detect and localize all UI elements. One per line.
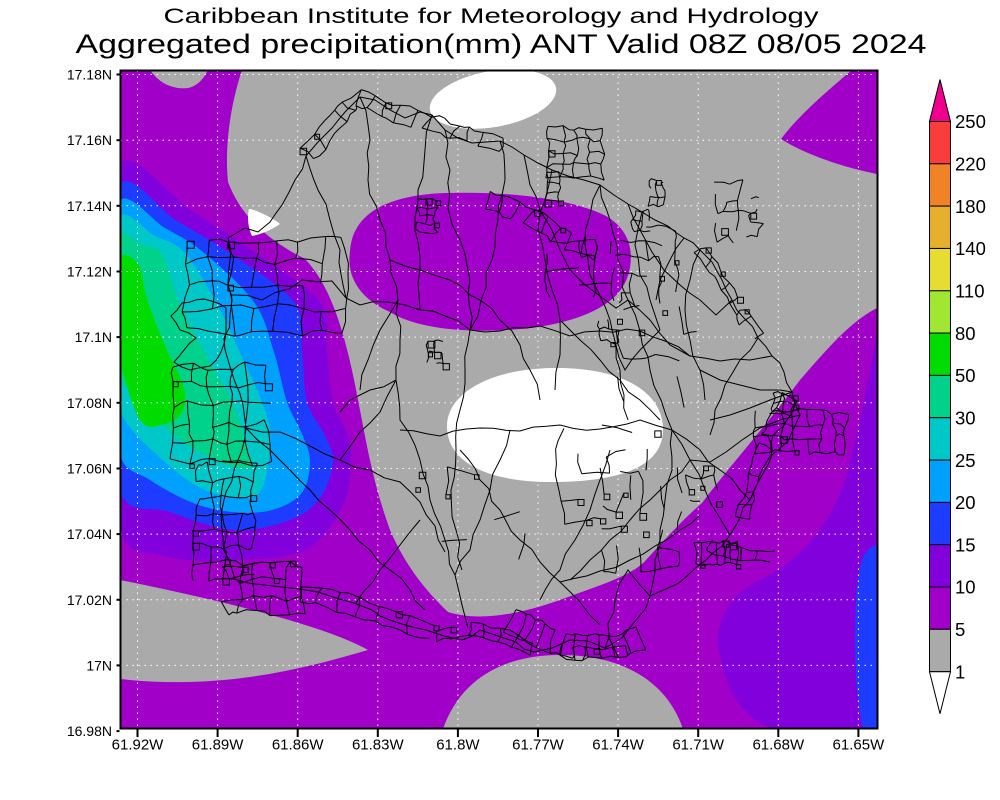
svg-text:15: 15 xyxy=(955,534,976,555)
svg-text:61.74W: 61.74W xyxy=(592,737,645,754)
svg-text:30: 30 xyxy=(955,407,976,428)
svg-text:180: 180 xyxy=(955,196,986,217)
svg-text:61.89W: 61.89W xyxy=(192,737,245,754)
svg-text:17N: 17N xyxy=(86,657,112,673)
svg-text:Caribbean Institute for Meteor: Caribbean Institute for Meteorology and … xyxy=(164,5,820,28)
svg-text:17.18N: 17.18N xyxy=(67,67,112,83)
svg-text:17.04N: 17.04N xyxy=(67,526,112,542)
svg-text:17.08N: 17.08N xyxy=(67,395,112,411)
svg-text:25: 25 xyxy=(955,450,976,471)
svg-text:17.14N: 17.14N xyxy=(67,198,112,214)
svg-text:17.1N: 17.1N xyxy=(75,329,112,345)
svg-text:61.8W: 61.8W xyxy=(436,737,480,754)
svg-text:16.98N: 16.98N xyxy=(67,723,112,739)
svg-text:220: 220 xyxy=(955,154,986,175)
svg-text:17.16N: 17.16N xyxy=(67,132,112,148)
svg-text:140: 140 xyxy=(955,238,986,259)
svg-text:61.65W: 61.65W xyxy=(833,737,886,754)
svg-text:61.68W: 61.68W xyxy=(752,737,805,754)
svg-text:61.92W: 61.92W xyxy=(112,737,165,754)
svg-text:50: 50 xyxy=(955,365,976,386)
svg-text:17.12N: 17.12N xyxy=(67,264,112,280)
svg-text:110: 110 xyxy=(955,281,985,302)
svg-text:61.71W: 61.71W xyxy=(672,737,725,754)
svg-text:61.83W: 61.83W xyxy=(352,737,405,754)
svg-text:80: 80 xyxy=(955,323,976,344)
svg-text:61.86W: 61.86W xyxy=(272,737,325,754)
svg-text:17.06N: 17.06N xyxy=(67,461,112,477)
svg-text:1: 1 xyxy=(955,661,965,682)
svg-text:20: 20 xyxy=(955,492,976,513)
svg-text:17.02N: 17.02N xyxy=(67,592,112,608)
svg-text:10: 10 xyxy=(955,577,976,598)
svg-text:250: 250 xyxy=(955,111,986,132)
svg-text:5: 5 xyxy=(955,619,965,640)
svg-text:61.77W: 61.77W xyxy=(512,737,565,754)
svg-text:Aggregated precipitation(mm) A: Aggregated precipitation(mm) ANT Valid 0… xyxy=(76,29,927,59)
